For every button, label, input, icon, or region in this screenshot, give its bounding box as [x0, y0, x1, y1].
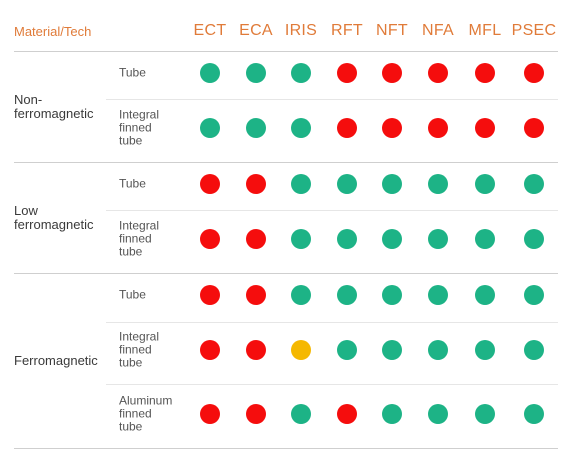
status-dot-ect: [200, 285, 220, 305]
status-dot-nfa: [428, 118, 448, 138]
status-dot-ect: [200, 404, 220, 424]
status-dot-nft: [382, 285, 402, 305]
status-dot-mfl: [475, 229, 495, 249]
subtype-label: Integral finned tube: [119, 329, 160, 370]
status-dot-mfl: [475, 174, 495, 194]
status-dot-mfl: [475, 340, 495, 360]
status-dot-nft: [382, 118, 402, 138]
status-dot-mfl: [475, 118, 495, 138]
group-divider: [14, 162, 558, 163]
status-dot-iris: [291, 285, 311, 305]
status-dot-nft: [382, 174, 402, 194]
status-dot-ect: [200, 229, 220, 249]
subtype-label: Aluminum finned tube: [119, 393, 173, 434]
status-dot-ect: [200, 63, 220, 83]
status-dot-eca: [246, 174, 266, 194]
status-dot-nfa: [428, 340, 448, 360]
status-dot-eca: [246, 63, 266, 83]
tech-header-nfa: NFA: [421, 22, 455, 39]
status-dot-eca: [246, 118, 266, 138]
status-dot-nfa: [428, 229, 448, 249]
status-dot-nfa: [428, 63, 448, 83]
status-dot-nft: [382, 229, 402, 249]
status-dot-eca: [246, 229, 266, 249]
status-dot-ect: [200, 118, 220, 138]
status-dot-nft: [382, 404, 402, 424]
status-dot-nfa: [428, 174, 448, 194]
material-label: Non-ferromagnetic: [14, 91, 94, 121]
status-dot-iris: [291, 404, 311, 424]
status-dot-rft: [337, 118, 357, 138]
group-divider: [14, 51, 558, 52]
status-dot-iris: [291, 340, 311, 360]
status-dot-iris: [291, 118, 311, 138]
subtype-label: Integral finned tube: [119, 107, 160, 148]
status-dot-eca: [246, 404, 266, 424]
subtype-label: Tube: [119, 287, 146, 302]
tech-header-eca: ECA: [239, 22, 273, 39]
status-dot-rft: [337, 174, 357, 194]
subtype-label: Tube: [119, 65, 146, 80]
status-dot-rft: [337, 340, 357, 360]
row-divider: [106, 210, 558, 211]
tech-header-psec: PSEC: [511, 22, 557, 39]
status-dot-mfl: [475, 404, 495, 424]
status-dot-mfl: [475, 285, 495, 305]
material-label: Ferromagnetic: [14, 352, 98, 368]
status-dot-eca: [246, 340, 266, 360]
status-dot-eca: [246, 285, 266, 305]
status-dot-psec: [524, 285, 544, 305]
status-dot-psec: [524, 174, 544, 194]
status-dot-nfa: [428, 285, 448, 305]
status-dot-nft: [382, 340, 402, 360]
material-label: Low ferromagnetic: [14, 202, 94, 232]
status-dot-nft: [382, 63, 402, 83]
tech-header-rft: RFT: [330, 22, 363, 39]
status-dot-psec: [524, 340, 544, 360]
status-dot-rft: [337, 229, 357, 249]
status-dot-ect: [200, 340, 220, 360]
status-dot-ect: [200, 174, 220, 194]
row-divider: [106, 99, 558, 100]
status-dot-rft: [337, 404, 357, 424]
status-dot-iris: [291, 63, 311, 83]
status-dot-psec: [524, 229, 544, 249]
tech-header-nft: NFT: [375, 22, 408, 39]
subtype-label: Tube: [119, 176, 146, 191]
row-divider: [106, 322, 558, 323]
status-dot-mfl: [475, 63, 495, 83]
status-dot-iris: [291, 174, 311, 194]
group-divider: [14, 273, 558, 274]
group-divider: [14, 448, 558, 449]
status-dot-rft: [337, 285, 357, 305]
tech-header-iris: IRIS: [284, 22, 318, 39]
tech-header-mfl: MFL: [468, 22, 502, 39]
status-dot-nfa: [428, 404, 448, 424]
tech-header-ect: ECT: [193, 22, 227, 39]
status-dot-psec: [524, 118, 544, 138]
status-dot-psec: [524, 63, 544, 83]
status-dot-iris: [291, 229, 311, 249]
subtype-label: Integral finned tube: [119, 218, 160, 259]
status-dot-psec: [524, 404, 544, 424]
status-dot-rft: [337, 63, 357, 83]
material-tech-header: Material/Tech: [14, 24, 92, 39]
row-divider: [106, 384, 558, 385]
